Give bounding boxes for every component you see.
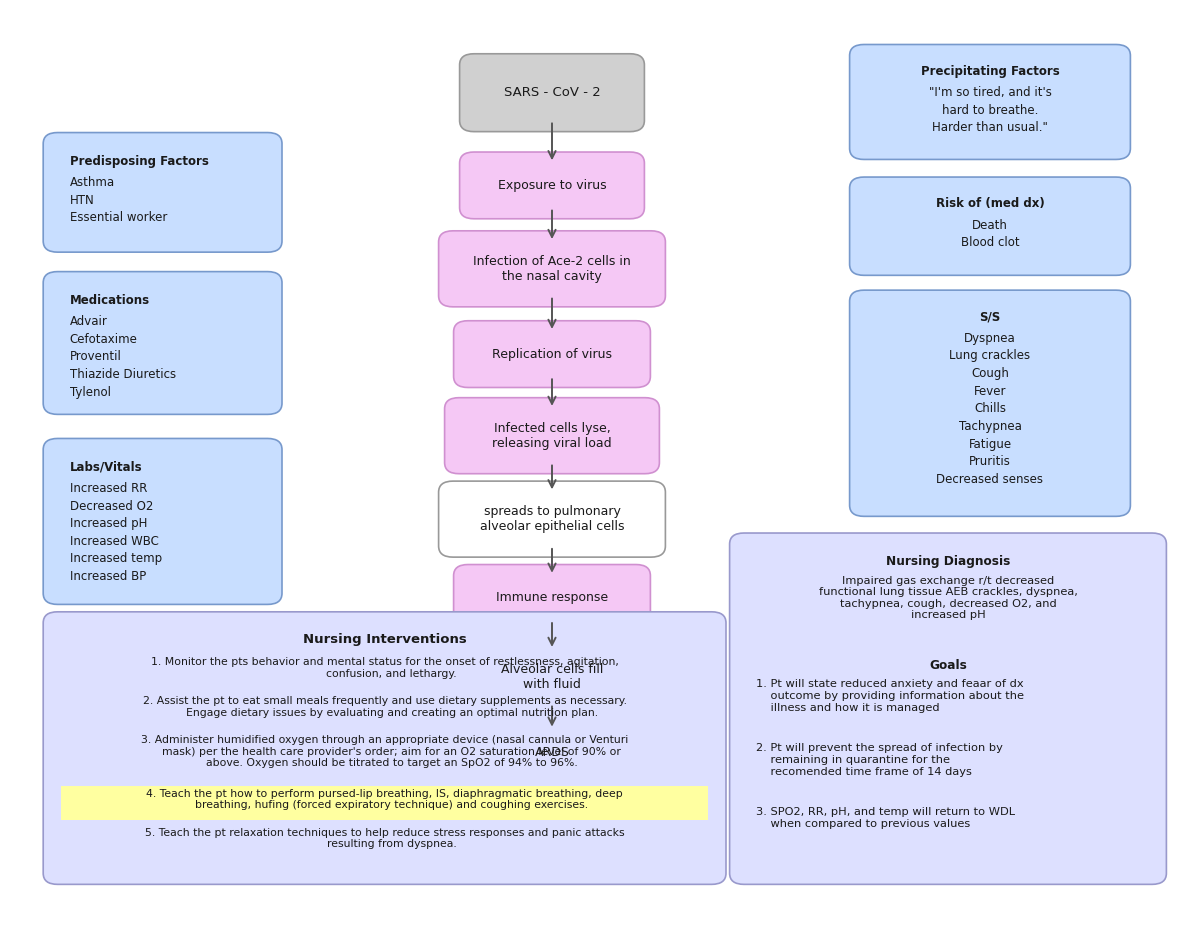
FancyBboxPatch shape [454,565,650,631]
Text: Predisposing Factors: Predisposing Factors [70,155,209,168]
Text: Immune response: Immune response [496,591,608,604]
Text: Cough: Cough [971,367,1009,380]
Text: 4. Teach the pt how to perform pursed-lip breathing, IS, diaphragmatic breathing: 4. Teach the pt how to perform pursed-li… [146,789,623,810]
FancyBboxPatch shape [43,272,282,414]
Text: Infected cells lyse,
releasing viral load: Infected cells lyse, releasing viral loa… [492,422,612,450]
Text: Risk of (med dx): Risk of (med dx) [936,197,1044,210]
Text: Blood clot: Blood clot [961,236,1019,249]
FancyBboxPatch shape [850,177,1130,275]
Text: hard to breathe.: hard to breathe. [942,104,1038,117]
Text: Increased BP: Increased BP [70,570,146,583]
FancyBboxPatch shape [445,398,660,474]
FancyBboxPatch shape [43,133,282,252]
Text: Nursing Diagnosis: Nursing Diagnosis [886,555,1010,568]
Text: spreads to pulmonary
alveolar epithelial cells: spreads to pulmonary alveolar epithelial… [480,505,624,533]
Text: Labs/Vitals: Labs/Vitals [70,461,143,474]
Text: Increased RR: Increased RR [70,482,146,495]
Text: 5. Teach the pt relaxation techniques to help reduce stress responses and panic : 5. Teach the pt relaxation techniques to… [145,828,624,849]
Text: 2. Pt will prevent the spread of infection by
    remaining in quarantine for th: 2. Pt will prevent the spread of infecti… [756,743,1003,777]
Text: Pruritis: Pruritis [970,455,1010,468]
Text: 1. Pt will state reduced anxiety and feaar of dx
    outcome by providing inform: 1. Pt will state reduced anxiety and fea… [756,679,1024,713]
FancyBboxPatch shape [454,321,650,387]
Text: S/S: S/S [979,311,1001,324]
Text: Increased WBC: Increased WBC [70,535,158,548]
Text: Impaired gas exchange r/t decreased
functional lung tissue AEB crackles, dyspnea: Impaired gas exchange r/t decreased func… [818,576,1078,620]
Text: Precipitating Factors: Precipitating Factors [920,65,1060,78]
FancyBboxPatch shape [466,721,638,784]
Text: Death: Death [972,219,1008,232]
Text: Replication of virus: Replication of virus [492,348,612,361]
Text: Lung crackles: Lung crackles [949,349,1031,362]
Text: 3. SPO2, RR, pH, and temp will return to WDL
    when compared to previous value: 3. SPO2, RR, pH, and temp will return to… [756,807,1015,829]
Text: Proventil: Proventil [70,350,121,363]
Text: Nursing Interventions: Nursing Interventions [302,633,467,646]
Text: 2. Assist the pt to eat small meals frequently and use dietary supplements as ne: 2. Assist the pt to eat small meals freq… [143,696,626,717]
FancyBboxPatch shape [850,290,1130,516]
Text: Medications: Medications [70,294,150,307]
Text: Exposure to virus: Exposure to virus [498,179,606,192]
Text: Fever: Fever [973,385,1007,398]
Text: Advair: Advair [70,315,108,328]
FancyBboxPatch shape [445,639,660,715]
Text: SARS - CoV - 2: SARS - CoV - 2 [504,86,600,99]
Text: ARDS: ARDS [534,746,570,759]
Text: Decreased senses: Decreased senses [936,473,1044,486]
FancyBboxPatch shape [439,231,665,307]
FancyBboxPatch shape [850,44,1130,159]
FancyBboxPatch shape [460,54,644,132]
Text: HTN: HTN [70,194,95,207]
Text: Cefotaxime: Cefotaxime [70,333,138,346]
Text: Harder than usual.": Harder than usual." [932,121,1048,134]
Text: Decreased O2: Decreased O2 [70,500,152,513]
Text: Infection of Ace-2 cells in
the nasal cavity: Infection of Ace-2 cells in the nasal ca… [473,255,631,283]
FancyBboxPatch shape [460,152,644,219]
Text: Dyspnea: Dyspnea [964,332,1016,345]
Text: Tylenol: Tylenol [70,386,110,399]
Text: Goals: Goals [929,659,967,672]
Text: Alveolar cells fill
with fluid: Alveolar cells fill with fluid [500,663,604,691]
Text: Asthma: Asthma [70,176,115,189]
Text: Essential worker: Essential worker [70,211,167,224]
Text: 1. Monitor the pts behavior and mental status for the onset of restlessness, agi: 1. Monitor the pts behavior and mental s… [151,657,618,679]
Text: Chills: Chills [974,402,1006,415]
FancyBboxPatch shape [730,533,1166,884]
FancyBboxPatch shape [61,786,708,820]
FancyBboxPatch shape [43,438,282,604]
Text: Tachypnea: Tachypnea [959,420,1021,433]
Text: "I'm so tired, and it's: "I'm so tired, and it's [929,86,1051,99]
Text: 3. Administer humidified oxygen through an appropriate device (nasal cannula or : 3. Administer humidified oxygen through … [140,735,629,768]
FancyBboxPatch shape [439,481,665,557]
Text: Fatigue: Fatigue [968,438,1012,451]
Text: Increased pH: Increased pH [70,517,146,530]
Text: Increased temp: Increased temp [70,552,162,565]
FancyBboxPatch shape [43,612,726,884]
Text: Thiazide Diuretics: Thiazide Diuretics [70,368,175,381]
